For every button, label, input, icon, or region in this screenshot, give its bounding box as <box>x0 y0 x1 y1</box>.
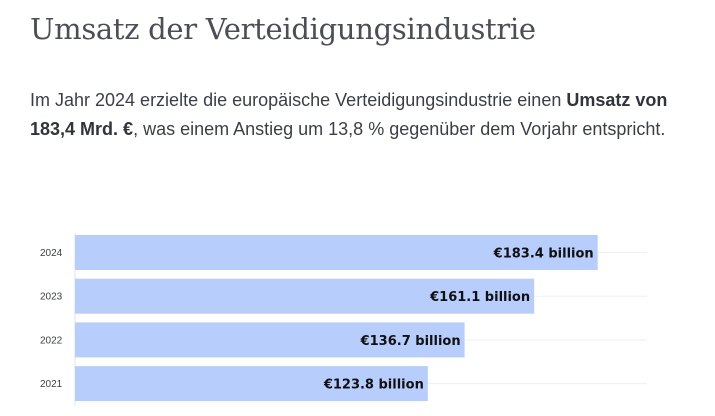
bar-value-label: €183.4 billion <box>493 247 594 262</box>
bar-value-label: €161.1 billion <box>429 290 530 305</box>
intro-highlight: Umsatz von 183,4 Mrd. € <box>30 90 668 139</box>
bar-2024 <box>75 235 598 270</box>
y-tick-label: 2024 <box>40 248 63 259</box>
intro-paragraph: Im Jahr 2024 erzielte die europäische Ve… <box>30 86 700 144</box>
bar-2021 <box>75 366 428 402</box>
page-title: Umsatz der Verteidigungsindustrie <box>30 12 536 46</box>
revenue-bar-chart: 2024 €183.4 billion 2023 €161.1 billion 2022… <box>40 233 647 406</box>
bar-2023 <box>75 278 535 314</box>
y-tick-label: 2022 <box>40 335 63 346</box>
intro-text-start: Im Jahr 2024 erzielte die europäische Ve… <box>30 90 567 110</box>
intro-text-end: , was einem Anstieg um 13,8 % gegenüber … <box>133 119 666 139</box>
y-tick-label: 2021 <box>40 379 63 390</box>
bar-value-label: €136.7 billion <box>360 334 461 349</box>
y-tick-label: 2023 <box>40 292 63 303</box>
bar-2022 <box>75 322 465 358</box>
bar-value-label: €123.8 billion <box>323 378 424 393</box>
